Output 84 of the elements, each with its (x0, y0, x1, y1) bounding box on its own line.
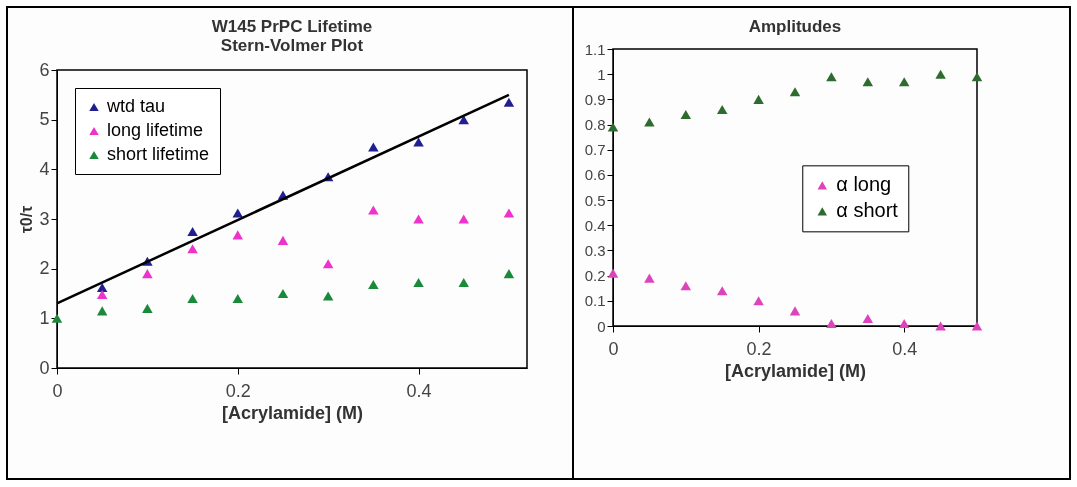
y-tick-label: 4 (39, 158, 50, 179)
point (862, 77, 874, 87)
x-tick-label: 0.2 (746, 338, 772, 359)
point (277, 288, 289, 299)
point (862, 313, 874, 323)
point (187, 244, 198, 254)
y-tick-label: 0 (597, 317, 606, 335)
point (680, 109, 692, 120)
point (232, 293, 244, 304)
y-axis-title: τ0/τ (18, 205, 36, 234)
point (413, 278, 424, 288)
point (935, 321, 946, 331)
point (187, 226, 198, 236)
point (51, 313, 63, 323)
legend-label: long lifetime (107, 120, 204, 140)
point (716, 286, 728, 296)
y-tick-label: 0.3 (584, 241, 606, 259)
point (322, 259, 334, 269)
point (753, 94, 764, 104)
point (322, 291, 334, 301)
y-tick-label: 0.9 (584, 90, 606, 108)
text: W145 PrPC Lifetime (211, 17, 373, 36)
point (898, 318, 910, 329)
y-tick-label: 2 (39, 258, 50, 279)
point (96, 306, 108, 316)
point (232, 208, 244, 218)
point (826, 72, 837, 82)
y-tick-label: 0.1 (584, 292, 606, 310)
y-tick-label: 0.6 (584, 166, 606, 184)
legend-label: wtd tau (106, 96, 166, 116)
point (826, 318, 837, 329)
point (680, 281, 692, 291)
point (935, 69, 946, 79)
point (458, 278, 469, 288)
point (607, 268, 619, 278)
y-tick-label: 0.5 (584, 191, 606, 209)
y-tick-label: 1 (597, 65, 606, 83)
point (644, 117, 655, 127)
point (368, 142, 379, 152)
point (503, 97, 515, 107)
point (789, 306, 801, 316)
x-tick-label: 0.4 (406, 380, 432, 401)
text: Stern-Volmer Plot (220, 36, 364, 55)
point (458, 214, 469, 224)
point (644, 273, 655, 283)
x-axis-title: [Acrylamide] (M) (221, 402, 364, 423)
legend-label: α short (836, 199, 899, 222)
point (96, 289, 108, 300)
x-axis-title: [Acrylamide] (M) (724, 360, 867, 381)
x-tick-label: 0.2 (225, 380, 251, 401)
point (368, 280, 379, 290)
point (96, 283, 108, 293)
point (971, 72, 983, 82)
y-tick-label: 5 (39, 109, 50, 130)
point (716, 104, 728, 114)
point (142, 303, 153, 313)
x-tick-label: 0.4 (892, 338, 918, 359)
y-tick-label: 0.2 (584, 267, 606, 285)
point (898, 77, 910, 87)
y-tick-label: 0 (39, 357, 50, 378)
y-tick-label: 0.4 (584, 216, 606, 234)
y-tick-label: 1.1 (584, 40, 606, 58)
legend-label: short lifetime (107, 144, 210, 164)
x-tick-label: 0 (52, 380, 63, 401)
legend-label: α long (836, 173, 892, 196)
point (413, 137, 424, 147)
point (277, 235, 289, 245)
point (789, 87, 801, 97)
y-tick-label: 0.8 (584, 116, 606, 134)
point (503, 269, 515, 279)
y-tick-label: 1 (39, 307, 50, 328)
point (971, 321, 983, 331)
y-tick-label: 3 (39, 208, 50, 229)
point (753, 296, 764, 306)
point (413, 214, 424, 224)
point (503, 208, 515, 218)
point (142, 269, 153, 279)
point (607, 122, 619, 132)
point (458, 115, 469, 125)
y-tick-label: 6 (39, 59, 50, 80)
point (187, 293, 198, 304)
y-tick-label: 0.7 (584, 141, 606, 159)
chart-title: Amplitudes (748, 17, 842, 36)
point (368, 205, 379, 215)
